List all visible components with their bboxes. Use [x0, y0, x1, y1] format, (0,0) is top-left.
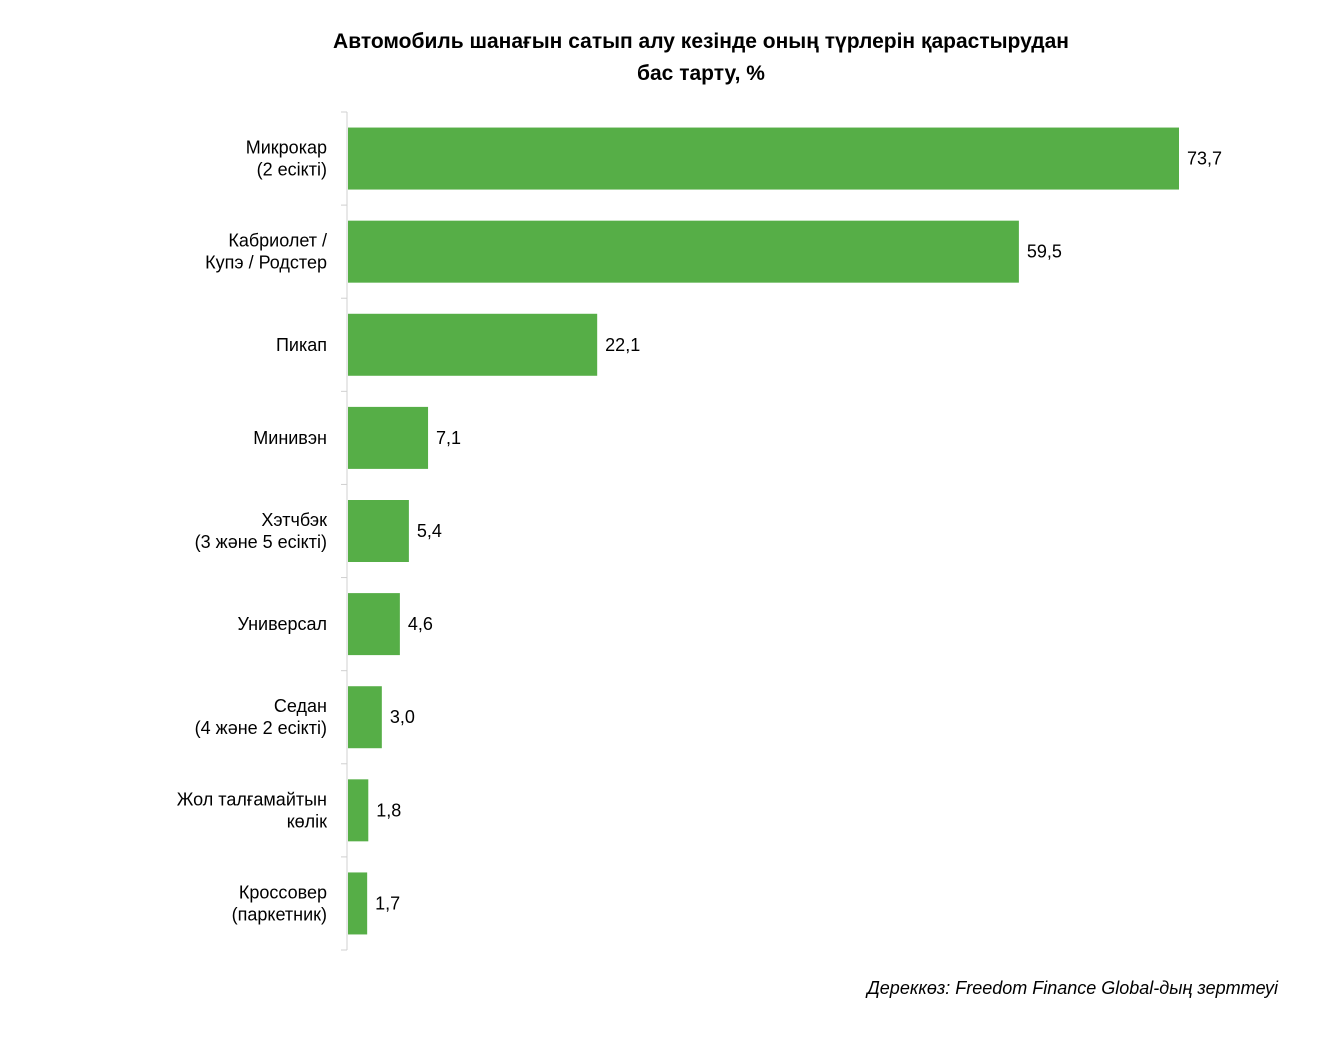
category-label-line: Седан: [274, 696, 327, 716]
bar: [348, 313, 598, 376]
bar: [348, 872, 368, 935]
category-label: Хэтчбэк (3 және 5 есікті): [195, 510, 327, 552]
source-note: Дереккөз: Freedom Finance Global-дың зер…: [867, 978, 1278, 998]
data-label: 7,1: [436, 428, 461, 448]
category-label-line: Хэтчбэк: [261, 510, 327, 530]
data-label: 4,6: [408, 614, 433, 634]
category-label-line: Купэ / Родстер: [205, 253, 327, 273]
bar: [348, 127, 1179, 190]
category-label: Микрокар (2 есікті): [246, 138, 327, 180]
data-label: 59,5: [1027, 242, 1062, 262]
bar: [348, 593, 400, 656]
chart-title-line-1: Автомобиль шанағын сатып алу кезінде оны…: [333, 30, 1069, 53]
bar: [348, 779, 369, 842]
category-label-line: Пикап: [276, 335, 327, 355]
category-label: Минивэн: [253, 428, 327, 448]
bar: [348, 686, 382, 749]
category-label-line: Минивэн: [253, 428, 327, 448]
category-label-line: көлік: [287, 811, 327, 831]
data-label: 22,1: [605, 335, 640, 355]
category-label-line: Кабриолет /: [228, 231, 327, 251]
bar: [348, 406, 429, 469]
data-label: 5,4: [417, 521, 442, 541]
category-label: Кроссовер (паркетник): [232, 882, 327, 924]
category-label: Пикап: [276, 335, 327, 355]
data-label: 73,7: [1187, 149, 1222, 169]
category-label: Универсал: [237, 614, 327, 634]
data-label: 3,0: [390, 707, 415, 727]
category-label-line: Жол талғамайтын: [177, 789, 327, 809]
chart-title: Автомобиль шанағын сатып алу кезінде оны…: [0, 26, 1332, 90]
data-label: 1,8: [376, 800, 401, 820]
category-label-line: (паркетник): [232, 904, 327, 924]
category-label-line: (3 және 5 есікті): [195, 532, 327, 552]
data-label: 1,7: [375, 893, 400, 913]
chart-title-line-2: бас тарту, %: [637, 62, 765, 85]
category-label: Жол талғамайтын көлік: [177, 789, 327, 831]
category-label: Кабриолет / Купэ / Родстер: [205, 231, 327, 273]
category-label-line: (4 және 2 есікті): [195, 718, 327, 738]
category-label-line: Универсал: [237, 614, 327, 634]
bar: [348, 500, 409, 562]
category-label-line: (2 есікті): [257, 160, 327, 180]
category-label-line: Кроссовер: [239, 882, 327, 902]
bar: [348, 220, 1019, 283]
category-label-line: Микрокар: [246, 138, 327, 158]
category-label: Седан (4 және 2 есікті): [195, 696, 327, 738]
